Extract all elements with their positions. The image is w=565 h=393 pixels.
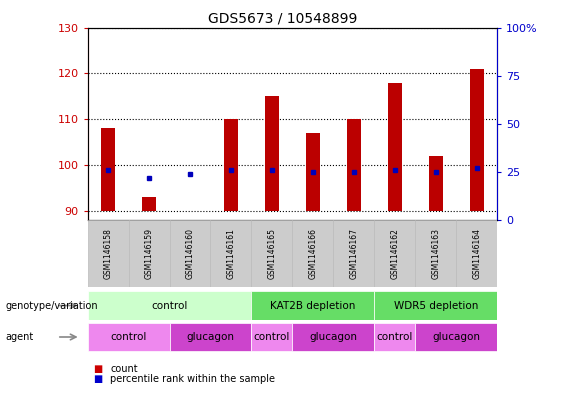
Text: control: control xyxy=(377,332,413,342)
Bar xyxy=(293,220,333,287)
Text: GSM1146167: GSM1146167 xyxy=(349,228,358,279)
Text: ■: ■ xyxy=(93,374,102,384)
Text: GSM1146163: GSM1146163 xyxy=(431,228,440,279)
Text: glucagon: glucagon xyxy=(432,332,480,342)
Text: GSM1146158: GSM1146158 xyxy=(103,228,112,279)
Bar xyxy=(88,292,251,320)
Bar xyxy=(388,83,402,211)
Bar xyxy=(293,323,375,351)
Bar xyxy=(251,220,293,287)
Bar xyxy=(251,292,375,320)
Text: GSM1146162: GSM1146162 xyxy=(390,228,399,279)
Text: glucagon: glucagon xyxy=(310,332,357,342)
Text: GSM1146161: GSM1146161 xyxy=(227,228,236,279)
Text: control: control xyxy=(254,332,290,342)
Bar xyxy=(142,197,156,211)
Bar xyxy=(211,220,251,287)
Bar xyxy=(470,69,484,211)
Bar xyxy=(88,220,129,287)
Text: GDS5673 / 10548899: GDS5673 / 10548899 xyxy=(208,12,357,26)
Text: glucagon: glucagon xyxy=(186,332,234,342)
Text: GSM1146164: GSM1146164 xyxy=(472,228,481,279)
Text: GSM1146160: GSM1146160 xyxy=(185,228,194,279)
Bar xyxy=(374,220,415,287)
Bar xyxy=(88,323,170,351)
Bar xyxy=(429,156,443,211)
Bar xyxy=(170,323,251,351)
Bar xyxy=(306,133,320,211)
Bar xyxy=(224,119,238,211)
Bar xyxy=(347,119,361,211)
Text: control: control xyxy=(151,301,188,310)
Text: GSM1146159: GSM1146159 xyxy=(145,228,154,279)
Text: WDR5 depletion: WDR5 depletion xyxy=(394,301,478,310)
Bar xyxy=(415,220,457,287)
Text: count: count xyxy=(110,364,138,374)
Text: agent: agent xyxy=(6,332,34,342)
Bar xyxy=(457,220,497,287)
Bar xyxy=(415,323,497,351)
Text: GSM1146165: GSM1146165 xyxy=(267,228,276,279)
Bar xyxy=(101,129,115,211)
Text: ■: ■ xyxy=(93,364,102,374)
Text: KAT2B depletion: KAT2B depletion xyxy=(270,301,355,310)
Text: GSM1146166: GSM1146166 xyxy=(308,228,318,279)
Bar xyxy=(265,96,279,211)
Bar xyxy=(170,220,210,287)
Text: genotype/variation: genotype/variation xyxy=(6,301,98,310)
Text: control: control xyxy=(110,332,147,342)
Bar xyxy=(129,220,170,287)
Bar xyxy=(374,323,415,351)
Bar xyxy=(333,220,374,287)
Bar xyxy=(251,323,293,351)
Text: percentile rank within the sample: percentile rank within the sample xyxy=(110,374,275,384)
Bar xyxy=(374,292,497,320)
